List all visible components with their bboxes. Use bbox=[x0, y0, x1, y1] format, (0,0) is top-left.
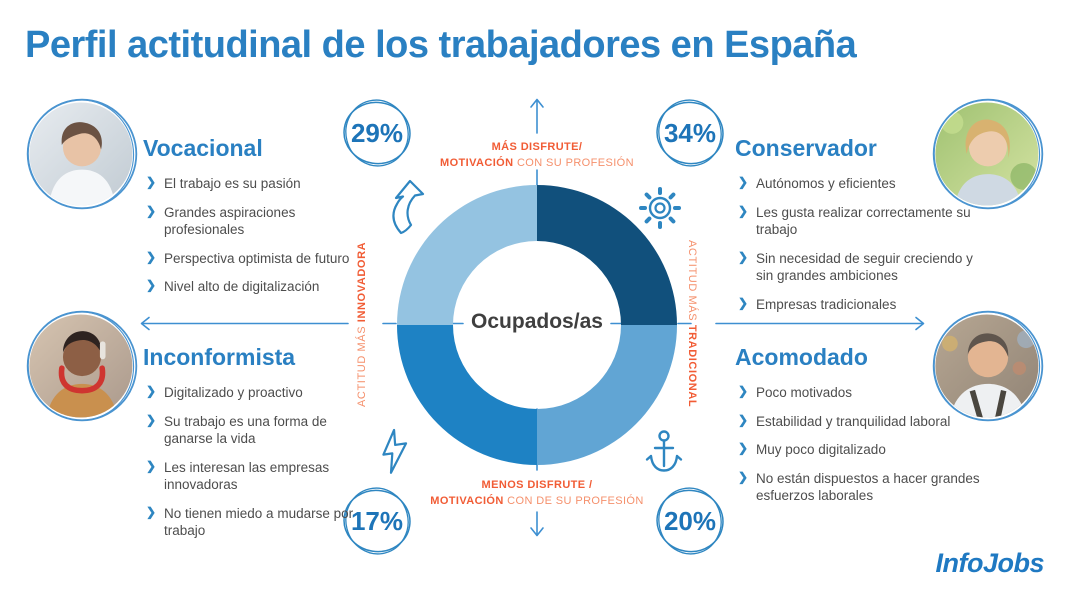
profile-bullet-text: Autónomos y eficientes bbox=[756, 176, 896, 191]
profile-bullet: ❯ Digitalizado y proactivo bbox=[146, 384, 371, 402]
profile-list-inconformista: ❯ Digitalizado y proactivo ❯ Su trabajo es … bbox=[146, 384, 371, 551]
profile-bullet-text: Nivel alto de digitalización bbox=[164, 279, 320, 295]
profile-bullet-text: Su trabajo es una forma de ganarse la vi… bbox=[164, 413, 327, 447]
photo-image bbox=[935, 102, 1039, 206]
profile-bullet-text: Les interesan las empresas innovadoras bbox=[164, 459, 330, 493]
profile-title-acomodado: Acomodado bbox=[735, 344, 868, 370]
profile-bullet-text: Poco motivados bbox=[756, 385, 853, 400]
chevron-bullet-icon: ❯ bbox=[738, 441, 749, 456]
percent-badge-inconformista: 17% bbox=[340, 484, 414, 558]
profile-bullet: ❯ Su trabajo es una forma de ganarse la v… bbox=[146, 413, 371, 448]
profile-bullet: ❯ El trabajo es su pasión bbox=[146, 175, 371, 193]
chevron-bullet-icon: ❯ bbox=[738, 249, 749, 264]
chevron-bullet-icon: ❯ bbox=[146, 384, 157, 398]
photo-inconformista bbox=[26, 310, 138, 422]
profile-bullet: ❯ Les interesan las empresas innovadoras bbox=[146, 459, 371, 494]
percent-badge-conservador: 34% bbox=[653, 96, 727, 170]
photo-image bbox=[29, 102, 133, 206]
lightning-bolt-icon bbox=[382, 428, 408, 474]
chevron-bullet-icon: ❯ bbox=[146, 175, 157, 189]
arrow-down-icon bbox=[530, 511, 544, 537]
chevron-bullet-icon: ❯ bbox=[738, 175, 749, 189]
axis-caption-right: ACTITUD MÁS TRADICIONAL bbox=[686, 240, 698, 408]
percent-badge-acomodado: 20% bbox=[653, 484, 727, 558]
profile-title-conservador: Conservador bbox=[735, 135, 877, 161]
infojobs-logo: InfoJobs bbox=[935, 548, 1045, 578]
profile-bullet-text: Grandes aspiraciones profesionales bbox=[164, 204, 296, 238]
chevron-bullet-icon: ❯ bbox=[146, 203, 157, 218]
profile-bullet: ❯ Poco motivados bbox=[738, 384, 988, 402]
axis-caption-top: MÁS DISFRUTE/ MOTIVACIÓN CON SU PROFESIÓ… bbox=[440, 141, 634, 169]
chevron-bullet-icon: ❯ bbox=[738, 384, 749, 398]
profile-bullet: ❯ Muy poco digitalizado bbox=[738, 441, 988, 459]
percent-badge-vocacional: 29% bbox=[340, 96, 414, 170]
profile-bullet-text: No están dispuestos a hacer grandes esfu… bbox=[756, 470, 980, 504]
profile-bullet: ❯ No tienen miedo a mudarse por trabajo bbox=[146, 505, 371, 540]
donut-center-label: Ocupados/as bbox=[471, 310, 603, 333]
sketch-circle-icon bbox=[656, 99, 724, 167]
profile-title-inconformista: Inconformista bbox=[143, 344, 296, 370]
photo-acomodado bbox=[932, 310, 1044, 422]
profile-list-acomodado: ❯ Poco motivados ❯ Estabilidad y tranquilid… bbox=[738, 384, 988, 516]
photo-conservador bbox=[932, 98, 1044, 210]
profile-bullet-text: Empresas tradicionales bbox=[756, 296, 897, 312]
profile-bullet: ❯ Grandes aspiraciones profesionales bbox=[146, 204, 371, 239]
chevron-bullet-icon: ❯ bbox=[146, 249, 157, 264]
arrow-left-icon bbox=[140, 316, 349, 331]
axis-caption-bottom: MENOS DISFRUTE / MOTIVACIÓN CON DE SU PR… bbox=[430, 479, 644, 507]
donut-chart bbox=[397, 185, 677, 465]
profile-title-vocacional: Vocacional bbox=[143, 135, 263, 161]
profile-list-vocacional: ❯ El trabajo es su pasión ❯ Grandes aspirac… bbox=[146, 175, 371, 307]
photo-image bbox=[29, 314, 133, 418]
chevron-bullet-icon: ❯ bbox=[146, 504, 157, 519]
profile-bullet: ❯ Perspectiva optimista de futuro bbox=[146, 250, 371, 268]
profile-bullet-text: Les gusta realizar correctamente su trab… bbox=[756, 204, 971, 238]
donut-quadrant-vocacional bbox=[397, 185, 537, 325]
profile-bullet: ❯ Autónomos y eficientes bbox=[738, 175, 988, 193]
chevron-bullet-icon: ❯ bbox=[146, 278, 157, 293]
chevron-bullet-icon: ❯ bbox=[738, 469, 749, 484]
profile-bullet: ❯ No están dispuestos a hacer grandes esf… bbox=[738, 470, 988, 505]
chevron-bullet-icon: ❯ bbox=[146, 458, 157, 473]
profile-bullet-text: El trabajo es su pasión bbox=[164, 176, 301, 191]
sketch-circle-icon bbox=[343, 99, 411, 167]
profile-bullet-text: Sin necesidad de seguir creciendo y sin … bbox=[756, 250, 973, 284]
chevron-bullet-icon: ❯ bbox=[146, 412, 157, 427]
profile-bullet: ❯ Empresas tradicionales bbox=[738, 296, 988, 314]
profile-bullet-text: Estabilidad y tranquilidad laboral bbox=[756, 413, 951, 429]
photo-image bbox=[935, 314, 1039, 418]
page-title: Perfil actitudinal de los trabajadores e… bbox=[25, 24, 857, 66]
gear-icon bbox=[639, 187, 681, 229]
profile-bullet-text: Perspectiva optimista de futuro bbox=[164, 250, 350, 266]
profile-list-conservador: ❯ Autónomos y eficientes ❯ Les gusta realiz… bbox=[738, 175, 988, 324]
profile-bullet: ❯ Sin necesidad de seguir creciendo y sin… bbox=[738, 250, 988, 285]
chevron-bullet-icon: ❯ bbox=[738, 412, 749, 427]
chevron-bullet-icon: ❯ bbox=[738, 203, 749, 218]
arrow-up-icon bbox=[530, 98, 544, 134]
profile-bullet-text: No tienen miedo a mudarse por trabajo bbox=[164, 505, 354, 539]
donut-quadrant-acomodado bbox=[537, 325, 677, 465]
profile-bullet: ❯ Les gusta realizar correctamente su tra… bbox=[738, 204, 988, 239]
anchor-icon bbox=[645, 430, 683, 472]
sketch-circle-icon bbox=[343, 487, 411, 555]
swoosh-up-arrow-icon bbox=[392, 179, 425, 235]
profile-bullet-text: Digitalizado y proactivo bbox=[164, 385, 303, 400]
sketch-circle-icon bbox=[656, 487, 724, 555]
profile-bullet-text: Muy poco digitalizado bbox=[756, 442, 886, 458]
profile-bullet: ❯ Estabilidad y tranquilidad laboral bbox=[738, 413, 988, 431]
donut-quadrant-conservador bbox=[537, 185, 677, 325]
profile-bullet: ❯ Nivel alto de digitalización bbox=[146, 278, 371, 296]
photo-vocacional bbox=[26, 98, 138, 210]
chevron-bullet-icon: ❯ bbox=[738, 295, 749, 310]
donut-quadrant-inconformista bbox=[397, 325, 537, 465]
